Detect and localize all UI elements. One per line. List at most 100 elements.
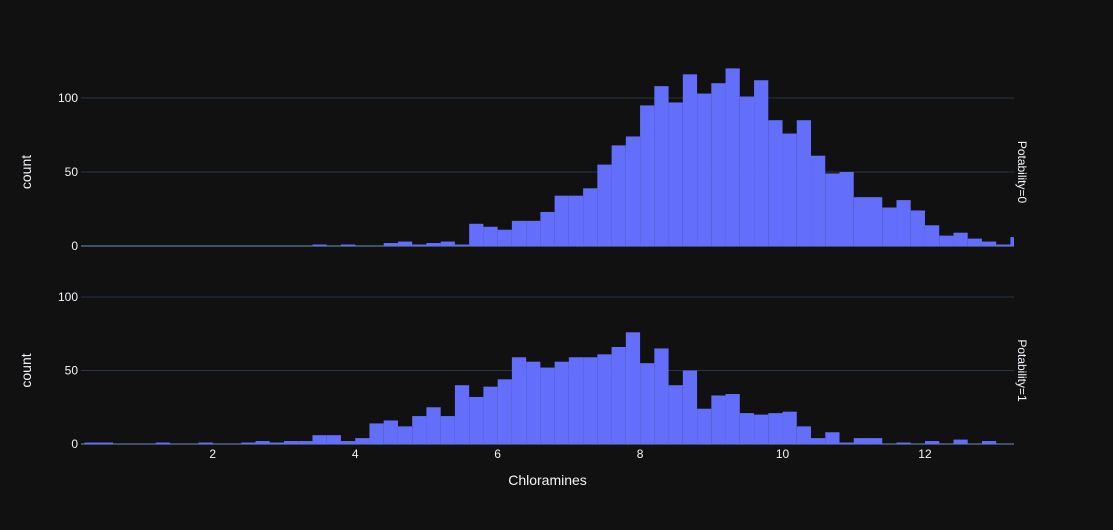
histogram-bar [697, 408, 712, 444]
y-tick-label: 0 [71, 239, 78, 253]
y-axis-title-bottom: count [18, 353, 34, 387]
y-tick-label: 50 [65, 364, 79, 378]
histogram-bar [611, 346, 626, 444]
histogram-bar [497, 229, 512, 246]
histogram-bar [583, 188, 598, 246]
histogram-bar [825, 432, 840, 444]
histogram-bar [198, 442, 213, 444]
histogram-bar [483, 386, 498, 444]
histogram-bar [298, 441, 313, 444]
histogram-bar [469, 223, 484, 246]
histogram-bar [255, 441, 270, 444]
histogram-bar [469, 396, 484, 444]
histogram-bar [326, 435, 341, 444]
histogram-bar [440, 416, 455, 444]
histogram-bar [625, 136, 641, 246]
histogram-bar [155, 442, 171, 444]
histogram-bar [340, 244, 356, 246]
histogram-bar [867, 438, 883, 444]
histogram-bar [397, 241, 413, 246]
x-tick-label: 8 [637, 447, 644, 461]
histogram-bar [526, 361, 541, 444]
histogram-bar [454, 385, 470, 444]
facet-label: Potability=1 [1015, 339, 1029, 402]
histogram-bar [554, 195, 569, 246]
histogram-bar [597, 354, 612, 444]
histogram-bar [896, 200, 911, 246]
y-axis-title-top: count [18, 155, 34, 189]
histogram-bar [640, 363, 655, 444]
histogram-bar [739, 413, 755, 444]
histogram-bar [939, 235, 954, 246]
y-tick-labels: 0 50 100 0 50 100 [58, 91, 78, 451]
histogram-bar [98, 442, 114, 444]
histogram-bar [583, 357, 598, 444]
x-tick-label: 6 [494, 447, 501, 461]
histogram-bar [953, 232, 968, 246]
histogram-bar [725, 394, 740, 444]
histogram-bar [383, 420, 398, 444]
histogram-bar [825, 173, 840, 246]
histogram-bar [697, 93, 712, 246]
histogram-bar [853, 438, 868, 444]
histogram-bar [981, 241, 997, 246]
facet-label: Potability=0 [1015, 141, 1029, 204]
histogram-bar [568, 195, 584, 246]
histogram-bar [540, 367, 555, 444]
histogram-bar [383, 243, 398, 246]
histogram-bar [454, 244, 470, 246]
histogram-bar [483, 226, 498, 246]
histogram-bar [426, 243, 441, 246]
histogram-bar [996, 244, 1011, 246]
histogram-bar [754, 80, 769, 247]
histogram-bar [312, 435, 327, 444]
histogram-bar [882, 207, 897, 246]
histogram-bar [312, 244, 327, 246]
histogram-bar [711, 83, 726, 246]
histogram-bar [782, 411, 797, 444]
histogram-bar [511, 357, 527, 444]
histogram-bar [369, 423, 384, 444]
histogram-bar [811, 438, 826, 444]
histogram-bar [682, 370, 698, 444]
histogram-bar [340, 441, 356, 444]
histogram-bar [355, 438, 370, 444]
histogram-bar [511, 220, 527, 246]
histogram-bar [924, 225, 940, 246]
facet-labels: Potability=0 Potability=1 [1015, 141, 1029, 402]
y-tick-label: 0 [71, 437, 78, 451]
histogram-bar [1010, 237, 1014, 246]
histogram-bar [768, 120, 783, 246]
x-tick-label: 4 [352, 447, 359, 461]
histogram-bar [540, 211, 555, 246]
histogram-bar [981, 441, 997, 444]
histogram-bar [768, 413, 783, 444]
histogram-bar [84, 442, 99, 444]
histogram-bar [269, 442, 284, 444]
histogram-bar [754, 414, 769, 444]
histogram-bar [625, 332, 641, 444]
histogram-bars [84, 68, 1014, 444]
y-tick-label: 100 [58, 91, 78, 105]
histogram-bar [440, 241, 455, 246]
histogram-bar [397, 426, 413, 444]
histogram-bar [611, 145, 626, 246]
histogram-bar [867, 197, 883, 246]
histogram-bar [711, 395, 726, 444]
x-tick-labels: 2 4 6 8 10 12 [209, 447, 932, 461]
histogram-bar [426, 407, 441, 444]
histogram-bar [924, 441, 940, 444]
histogram-bar [554, 361, 569, 444]
histogram-bar [853, 197, 868, 246]
histogram-bar [725, 68, 740, 247]
histogram-bar [910, 210, 925, 246]
histogram-bar [967, 238, 982, 246]
histogram-bar [640, 105, 655, 247]
histogram-bar [412, 416, 427, 444]
histogram-bar [811, 155, 826, 246]
histogram-bar [668, 385, 683, 444]
histogram-bar [654, 86, 669, 246]
histogram-bar [597, 164, 612, 246]
y-tick-label: 100 [58, 290, 78, 304]
